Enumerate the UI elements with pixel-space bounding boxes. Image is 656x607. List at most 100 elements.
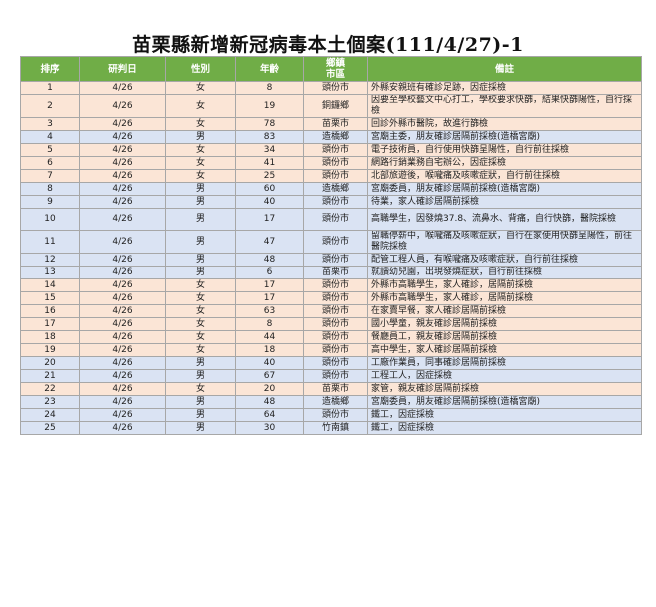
cell-date: 4/26	[79, 395, 166, 409]
cell-town: 頭份市	[303, 317, 368, 331]
cell-age: 34	[235, 143, 304, 157]
cell-no: 15	[20, 291, 80, 305]
table-row: 9 4/26 男 40 頭份市 待業，家人確診居隔前採檢	[20, 195, 642, 209]
cell-age: 48	[235, 253, 304, 267]
cell-date: 4/26	[79, 343, 166, 357]
cell-note: 高中學生，家人確診居隔前採檢	[367, 343, 642, 357]
cell-note: 鐵工，因症採檢	[367, 421, 642, 435]
cell-no: 18	[20, 330, 80, 344]
table-row: 7 4/26 女 25 頭份市 北部旅遊後，喉嚨痛及咳嗽症狀，自行前往採檢	[20, 169, 642, 183]
cell-town: 頭份市	[303, 343, 368, 357]
cell-age: 19	[235, 94, 304, 118]
cell-note: 外縣市高職學生，家人確診，居隔前採檢	[367, 278, 642, 292]
cell-age: 67	[235, 369, 304, 383]
cell-no: 6	[20, 156, 80, 170]
cell-date: 4/26	[79, 195, 166, 209]
cell-date: 4/26	[79, 94, 166, 118]
cell-date: 4/26	[79, 382, 166, 396]
cell-note: 高職學生，因發燒37.8、流鼻水、背痛，自行快篩，醫院採檢	[367, 208, 642, 231]
table-row: 5 4/26 女 34 頭份市 電子技術員，自行使用快篩呈陽性，自行前往採檢	[20, 143, 642, 157]
cell-no: 25	[20, 421, 80, 435]
cell-no: 16	[20, 304, 80, 318]
cell-note: 北部旅遊後，喉嚨痛及咳嗽症狀，自行前往採檢	[367, 169, 642, 183]
table-row: 23 4/26 男 48 造橋鄉 宮廟委員，朋友確診居隔前採檢(造橋宮廟)	[20, 395, 642, 409]
table-row: 21 4/26 男 67 頭份市 工程工人，因症採檢	[20, 369, 642, 383]
cell-no: 17	[20, 317, 80, 331]
cell-sex: 男	[165, 266, 236, 279]
cell-no: 14	[20, 278, 80, 292]
cell-note: 工程工人，因症採檢	[367, 369, 642, 383]
cell-town: 頭份市	[303, 208, 368, 231]
cell-sex: 女	[165, 317, 236, 331]
cell-sex: 男	[165, 421, 236, 435]
cell-town: 造橋鄉	[303, 182, 368, 196]
cell-town: 銅鑼鄉	[303, 94, 368, 118]
column-header-note: 備註	[367, 56, 642, 82]
cell-age: 63	[235, 304, 304, 318]
cell-date: 4/26	[79, 143, 166, 157]
cell-sex: 女	[165, 291, 236, 305]
cell-age: 40	[235, 356, 304, 370]
cell-sex: 男	[165, 195, 236, 209]
cell-note: 電子技術員，自行使用快篩呈陽性，自行前往採檢	[367, 143, 642, 157]
table-row: 19 4/26 女 18 頭份市 高中學生，家人確診居隔前採檢	[20, 343, 642, 357]
cell-note: 外縣市高職學生，家人確診，居隔前採檢	[367, 291, 642, 305]
cell-town: 頭份市	[303, 330, 368, 344]
cell-no: 10	[20, 208, 80, 231]
cell-no: 11	[20, 230, 80, 254]
cell-no: 19	[20, 343, 80, 357]
cell-note: 國小學童，親友確診居隔前採檢	[367, 317, 642, 331]
cell-town: 苗栗市	[303, 382, 368, 396]
cell-town: 頭份市	[303, 195, 368, 209]
cell-no: 3	[20, 117, 80, 131]
column-header-no: 排序	[20, 56, 80, 82]
cell-note: 家管，親友確診居隔前採檢	[367, 382, 642, 396]
cell-no: 9	[20, 195, 80, 209]
cell-date: 4/26	[79, 81, 166, 95]
cell-age: 8	[235, 81, 304, 95]
table-row: 1 4/26 女 8 頭份市 外縣安親班有確診足跡，因症採檢	[20, 81, 642, 95]
cell-town: 頭份市	[303, 278, 368, 292]
cell-sex: 女	[165, 304, 236, 318]
table-row: 2 4/26 女 19 銅鑼鄉 因要至學校藝文中心打工，學校要求快篩，結果快篩陽性，自行採…	[20, 94, 642, 118]
cell-age: 83	[235, 130, 304, 144]
table-row: 16 4/26 女 63 頭份市 在家賣早餐，家人確診居隔前採檢	[20, 304, 642, 318]
cell-town: 頭份市	[303, 369, 368, 383]
cell-sex: 女	[165, 343, 236, 357]
cell-age: 17	[235, 278, 304, 292]
cell-sex: 女	[165, 330, 236, 344]
table-row: 15 4/26 女 17 頭份市 外縣市高職學生，家人確診，居隔前採檢	[20, 291, 642, 305]
cell-town: 頭份市	[303, 304, 368, 318]
cell-sex: 女	[165, 169, 236, 183]
table-row: 14 4/26 女 17 頭份市 外縣市高職學生，家人確診，居隔前採檢	[20, 278, 642, 292]
column-header-date: 研判日	[79, 56, 166, 82]
cell-town: 頭份市	[303, 81, 368, 95]
cell-town: 頭份市	[303, 169, 368, 183]
cell-town: 竹南鎮	[303, 421, 368, 435]
table-row: 25 4/26 男 30 竹南鎮 鐵工，因症採檢	[20, 421, 642, 435]
cell-no: 22	[20, 382, 80, 396]
cell-sex: 女	[165, 94, 236, 118]
cell-date: 4/26	[79, 156, 166, 170]
table-row: 8 4/26 男 60 造橋鄉 宮廟委員，朋友確診居隔前採檢(造橋宮廟)	[20, 182, 642, 196]
cell-town: 造橋鄉	[303, 130, 368, 144]
column-header-age: 年齡	[235, 56, 304, 82]
cell-no: 5	[20, 143, 80, 157]
cell-date: 4/26	[79, 330, 166, 344]
cell-note: 就讀幼兒園，出現發燒症狀，自行前往採檢	[367, 266, 642, 279]
cell-no: 1	[20, 81, 80, 95]
cell-note: 宮廟委員，朋友確診居隔前採檢(造橋宮廟)	[367, 182, 642, 196]
cell-note: 宮廟委員，朋友確診居隔前採檢(造橋宮廟)	[367, 395, 642, 409]
cell-town: 苗栗市	[303, 266, 368, 279]
cell-date: 4/26	[79, 266, 166, 279]
cell-sex: 女	[165, 81, 236, 95]
cell-town: 頭份市	[303, 408, 368, 422]
cell-age: 6	[235, 266, 304, 279]
table-row: 3 4/26 女 78 苗栗市 回診外縣市醫院，故進行篩檢	[20, 117, 642, 131]
cell-date: 4/26	[79, 278, 166, 292]
table-row: 17 4/26 女 8 頭份市 國小學童，親友確診居隔前採檢	[20, 317, 642, 331]
cell-town: 苗栗市	[303, 117, 368, 131]
cell-note: 外縣安親班有確診足跡，因症採檢	[367, 81, 642, 95]
case-table: 排序 研判日 性別 年齡 鄉鎮 市區 備註 1 4/26 女 8 頭份市 外縣安親班有確診…	[20, 56, 642, 435]
cell-date: 4/26	[79, 356, 166, 370]
